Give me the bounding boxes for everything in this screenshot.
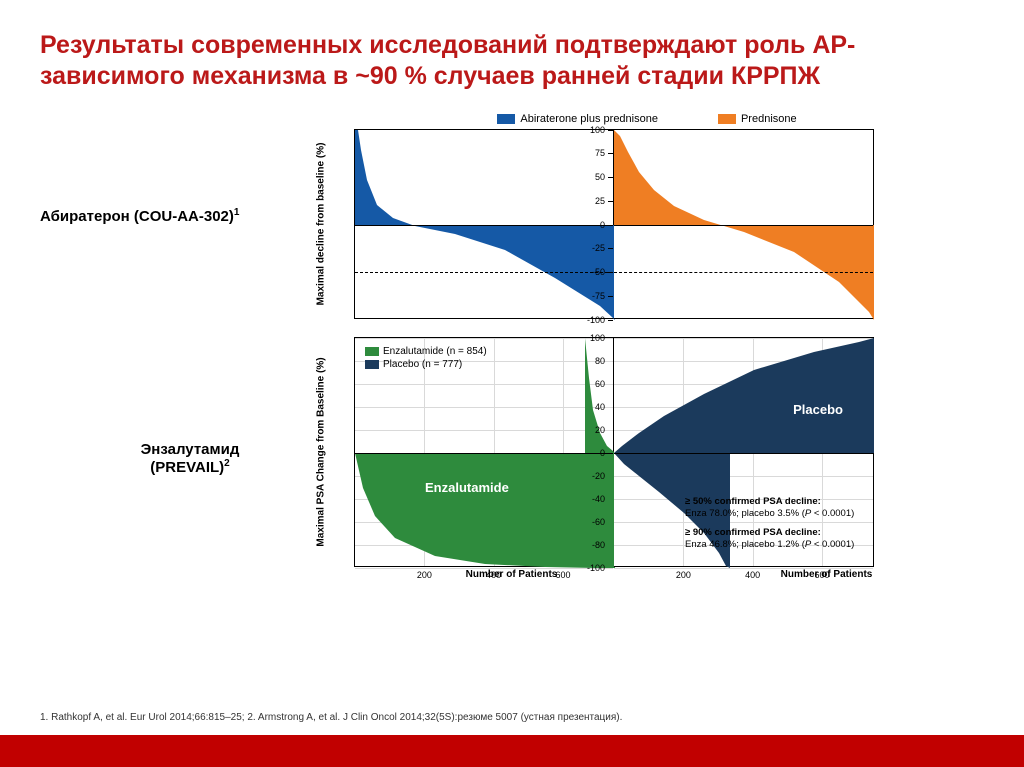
- chart1-zone: Abiraterone plus prednisone Prednisone M…: [310, 113, 984, 319]
- chart2-right-panel: 200400600Placebo≥ 50% confirmed PSA decl…: [614, 337, 874, 567]
- chart1-legend: Abiraterone plus prednisone Prednisone: [310, 113, 984, 125]
- chart1-ylabel: Maximal decline from baseline (%): [316, 142, 327, 305]
- chart2-left-panel: Maximal PSA Change from Baseline (%) 100…: [354, 337, 614, 567]
- chart1-right-panel: [614, 129, 874, 319]
- chart1-side-label: Абиратерон (COU-AA-302)1: [40, 207, 310, 225]
- slide-title: Результаты современных исследований подт…: [40, 30, 984, 93]
- chart2-ylabel: Maximal PSA Change from Baseline (%): [316, 357, 327, 546]
- chart1-row: Абиратерон (COU-AA-302)1 Abiraterone plu…: [40, 113, 984, 319]
- chart2-side-label: Энзалутамид (PREVAIL)2: [40, 441, 310, 476]
- chart2-row: Энзалутамид (PREVAIL)2 Maximal PSA Chang…: [40, 337, 984, 580]
- red-bottom-bar: [0, 735, 1024, 767]
- chart1-left-panel: Maximal decline from baseline (%) 100755…: [354, 129, 614, 319]
- chart2-zone: Maximal PSA Change from Baseline (%) 100…: [310, 337, 984, 580]
- footnote: 1. Rathkopf A, et al. Eur Urol 2014;66:8…: [40, 712, 622, 723]
